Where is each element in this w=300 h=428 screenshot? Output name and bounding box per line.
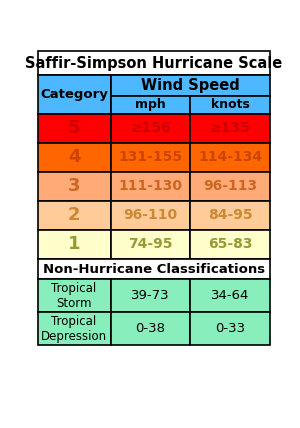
Text: 3: 3 (68, 178, 80, 196)
Text: 5: 5 (68, 119, 80, 137)
Bar (38, 230, 111, 259)
Text: Category: Category (40, 88, 108, 101)
Bar (111, 312, 190, 345)
Text: 74-95: 74-95 (128, 238, 173, 252)
Bar (38, 114, 111, 143)
Bar (190, 96, 270, 114)
Text: ≥135: ≥135 (210, 122, 250, 136)
Bar (38, 75, 111, 114)
Text: ≥156: ≥156 (130, 122, 171, 136)
Text: Saffir-Simpson Hurricane Scale: Saffir-Simpson Hurricane Scale (25, 56, 282, 71)
Text: 65-83: 65-83 (208, 238, 252, 252)
Bar (190, 143, 270, 172)
Bar (111, 201, 190, 230)
Text: 34-64: 34-64 (211, 289, 249, 303)
Bar (38, 143, 111, 172)
Text: 0-33: 0-33 (215, 322, 245, 336)
Bar (38, 279, 111, 312)
Bar (38, 259, 270, 279)
Bar (111, 143, 190, 172)
Text: 96-113: 96-113 (203, 179, 257, 193)
Text: Tropical
Storm: Tropical Storm (52, 282, 97, 310)
Bar (38, 312, 111, 345)
Text: 114-134: 114-134 (198, 151, 262, 164)
Text: 39-73: 39-73 (131, 289, 170, 303)
Bar (190, 312, 270, 345)
Text: 1: 1 (68, 235, 80, 253)
Text: mph: mph (135, 98, 166, 111)
Text: 0-38: 0-38 (136, 322, 166, 336)
Bar (190, 279, 270, 312)
Text: 111-130: 111-130 (118, 179, 183, 193)
Bar (190, 172, 270, 201)
Text: 96-110: 96-110 (124, 208, 178, 223)
Bar (190, 230, 270, 259)
Text: 131-155: 131-155 (118, 151, 183, 164)
Bar (38, 51, 270, 75)
Text: knots: knots (211, 98, 250, 111)
Text: Non-Hurricane Classifications: Non-Hurricane Classifications (43, 263, 265, 276)
Bar (38, 201, 111, 230)
Bar (111, 230, 190, 259)
Text: 2: 2 (68, 206, 80, 224)
Text: Tropical
Depression: Tropical Depression (41, 315, 107, 343)
Bar (111, 114, 190, 143)
Text: 4: 4 (68, 149, 80, 166)
Bar (190, 201, 270, 230)
Bar (111, 96, 190, 114)
Bar (111, 279, 190, 312)
Bar (38, 172, 111, 201)
Bar (111, 172, 190, 201)
Text: Wind Speed: Wind Speed (141, 78, 240, 93)
Bar (190, 114, 270, 143)
Bar (111, 75, 270, 96)
Text: 84-95: 84-95 (208, 208, 253, 223)
